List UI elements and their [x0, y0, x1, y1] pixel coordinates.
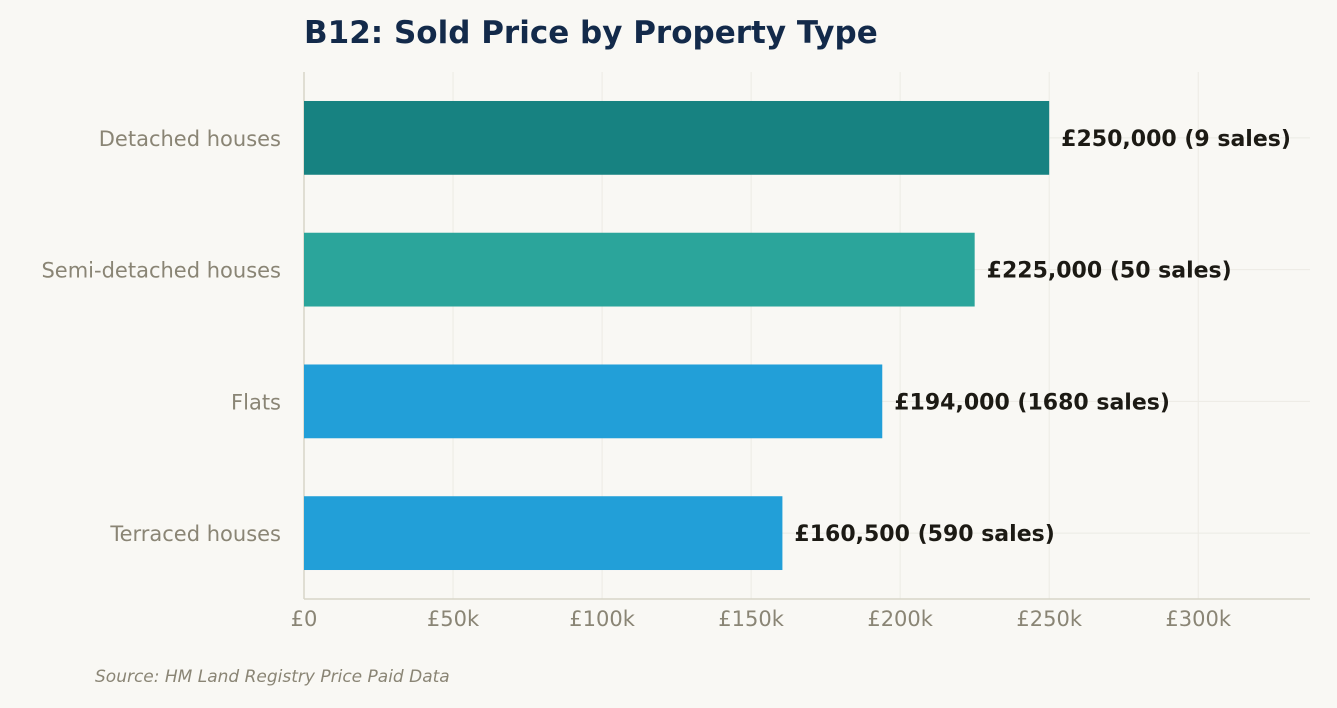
data-label: £194,000 (1680 sales)	[894, 390, 1170, 415]
data-labels: £250,000 (9 sales) £225,000 (50 sales) £19…	[794, 127, 1291, 547]
bar	[304, 100, 1050, 175]
y-tick-label: Flats	[231, 390, 281, 414]
x-tick-label: £0	[291, 607, 318, 631]
bar	[304, 364, 883, 439]
source-note: Source: HM Land Registry Price Paid Data	[95, 667, 450, 687]
data-label: £160,500 (590 sales)	[794, 522, 1054, 547]
x-tick-label: £300k	[1165, 607, 1231, 631]
x-tick-label: £100k	[569, 607, 635, 631]
bars	[304, 100, 1050, 571]
x-tick-label: £250k	[1016, 607, 1082, 631]
data-label: £225,000 (50 sales)	[987, 259, 1232, 284]
bar	[304, 232, 975, 307]
x-tick-label: £200k	[867, 607, 933, 631]
data-label: £250,000 (9 sales)	[1061, 127, 1291, 152]
bar	[304, 496, 783, 571]
y-tick-label: Semi-detached houses	[41, 259, 281, 283]
chart-title: B12: Sold Price by Property Type	[304, 15, 878, 51]
x-tick-label: £150k	[718, 607, 784, 631]
tick-labels: Detached houses Semi-detached houses Flats…	[41, 127, 1231, 631]
y-tick-label: Detached houses	[99, 127, 281, 151]
y-tick-label: Terraced houses	[109, 522, 281, 546]
x-tick-label: £50k	[427, 607, 480, 631]
